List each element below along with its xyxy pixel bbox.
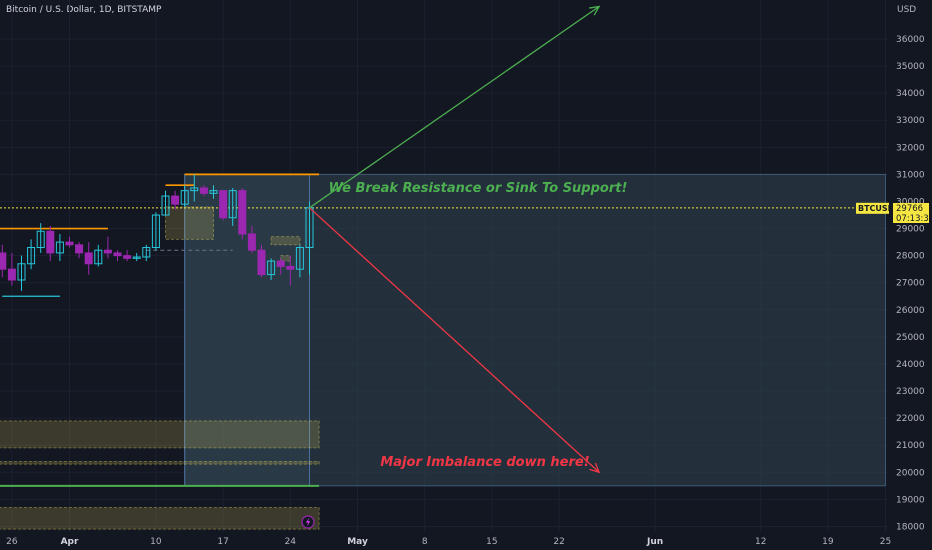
- candle-body: [103, 249, 112, 254]
- y-tick-label: 18000: [896, 522, 925, 532]
- x-tick-label: 12: [755, 537, 766, 547]
- red-arrow-line: [309, 207, 600, 473]
- candle-body: [151, 214, 160, 249]
- candle-body: [0, 252, 7, 270]
- y-tick-label: 21000: [896, 441, 925, 451]
- y-tick-label: 28000: [896, 252, 925, 262]
- candle-body: [238, 190, 247, 235]
- candle-body: [257, 249, 266, 276]
- x-tick-label: 22: [553, 537, 564, 547]
- y-tick-label: 20000: [896, 468, 925, 478]
- annotations: We Break Resistance or Sink To Support! M…: [329, 181, 628, 470]
- candle-body: [171, 195, 180, 205]
- x-tick-label: 26: [6, 537, 18, 547]
- candle-body: [199, 187, 208, 194]
- candle-body: [286, 265, 295, 270]
- y-tick-label: 19000: [896, 495, 925, 505]
- candle-body: [161, 195, 170, 216]
- candle-body: [180, 190, 189, 205]
- currency-label: USD: [897, 5, 916, 15]
- candle-body: [247, 233, 256, 251]
- symbol-title: Bitcoin / U.S. Dollar, 1D, BITSTAMP: [6, 5, 162, 15]
- x-tick-label: 19: [822, 537, 834, 547]
- chart-zones: [0, 173, 886, 530]
- candle-body: [295, 247, 304, 270]
- y-tick-label: 22000: [896, 414, 925, 424]
- candle-body: [55, 241, 64, 254]
- candle-body: [132, 256, 141, 259]
- x-tick-label: 10: [150, 537, 162, 547]
- candle-body: [94, 249, 103, 265]
- y-tick-label: 34000: [896, 89, 925, 99]
- candle-body: [65, 241, 74, 246]
- y-tick-label: 26000: [896, 306, 925, 316]
- annotation-imbalance: Major Imbalance down here!: [380, 455, 589, 470]
- imbalance-zone: [0, 420, 320, 449]
- candle-body: [75, 244, 84, 254]
- candles: [0, 174, 314, 291]
- y-tick-label: 32000: [896, 143, 925, 153]
- y-tick-label: 23000: [896, 387, 925, 397]
- x-tick-label: Apr: [61, 537, 79, 547]
- x-tick-label: 8: [422, 537, 428, 547]
- x-tick-label: Jun: [646, 537, 663, 547]
- green-arrow-line: [309, 5, 600, 209]
- ticker-text: BTCUSD: [858, 204, 895, 213]
- imbalance-zone: [165, 206, 214, 240]
- y-tick-label: 35000: [896, 62, 925, 72]
- candle-body: [209, 190, 218, 194]
- y-tick-label: 27000: [896, 279, 925, 289]
- time-axis: 26 Apr 10 17 24 May 8 15 22 Jun 12 19 25: [6, 537, 891, 547]
- candle-body: [7, 268, 16, 281]
- chart-levels: [0, 173, 888, 487]
- price-text: 29766: [896, 204, 923, 214]
- candle-body: [219, 190, 228, 219]
- imbalance-zone: [0, 506, 320, 530]
- x-tick-label: 17: [217, 537, 228, 547]
- x-tick-label: 24: [285, 537, 297, 547]
- imbalance-zone: [270, 236, 301, 246]
- countdown-text: 07:13:33: [896, 214, 932, 224]
- lightning-icon[interactable]: [301, 515, 315, 529]
- annotation-break-resistance: We Break Resistance or Sink To Support!: [329, 181, 628, 196]
- range-box: [184, 173, 886, 487]
- candle-body: [123, 255, 132, 259]
- ticker-badge: [856, 202, 889, 214]
- y-tick-label: 29000: [896, 225, 925, 235]
- price-badge: [893, 203, 929, 223]
- green-arrow-head: [589, 5, 601, 16]
- price-axis: 18000 19000 20000 21000 22000 23000 24000 25000…: [896, 35, 925, 532]
- candle-body: [36, 230, 45, 249]
- candle-body: [27, 247, 36, 265]
- y-tick-label: 24000: [896, 360, 925, 370]
- x-tick-label: May: [347, 537, 368, 547]
- y-tick-label: 30000: [896, 197, 925, 207]
- candle-body: [142, 247, 151, 258]
- x-tick-label: 15: [486, 537, 497, 547]
- candle-body: [113, 252, 122, 257]
- candle-body: [276, 260, 285, 267]
- candle-body: [84, 252, 93, 265]
- candle-body: [190, 187, 199, 192]
- candle-body: [46, 230, 55, 254]
- y-tick-label: 25000: [896, 333, 925, 343]
- imbalance-zone: [280, 255, 291, 262]
- x-tick-label: 25: [880, 537, 891, 547]
- candle-body: [228, 190, 237, 219]
- y-tick-label: 36000: [896, 35, 925, 45]
- red-arrow-head: [589, 462, 601, 474]
- projection-box: [184, 173, 310, 487]
- y-tick-label: 31000: [896, 170, 925, 180]
- y-tick-label: 33000: [896, 116, 925, 126]
- candle-body: [17, 263, 26, 281]
- arrows: [309, 5, 601, 474]
- candle-body: [267, 260, 276, 276]
- price-label: BTCUSD 29766 07:13:33: [856, 202, 932, 224]
- imbalance-zone: [0, 460, 320, 465]
